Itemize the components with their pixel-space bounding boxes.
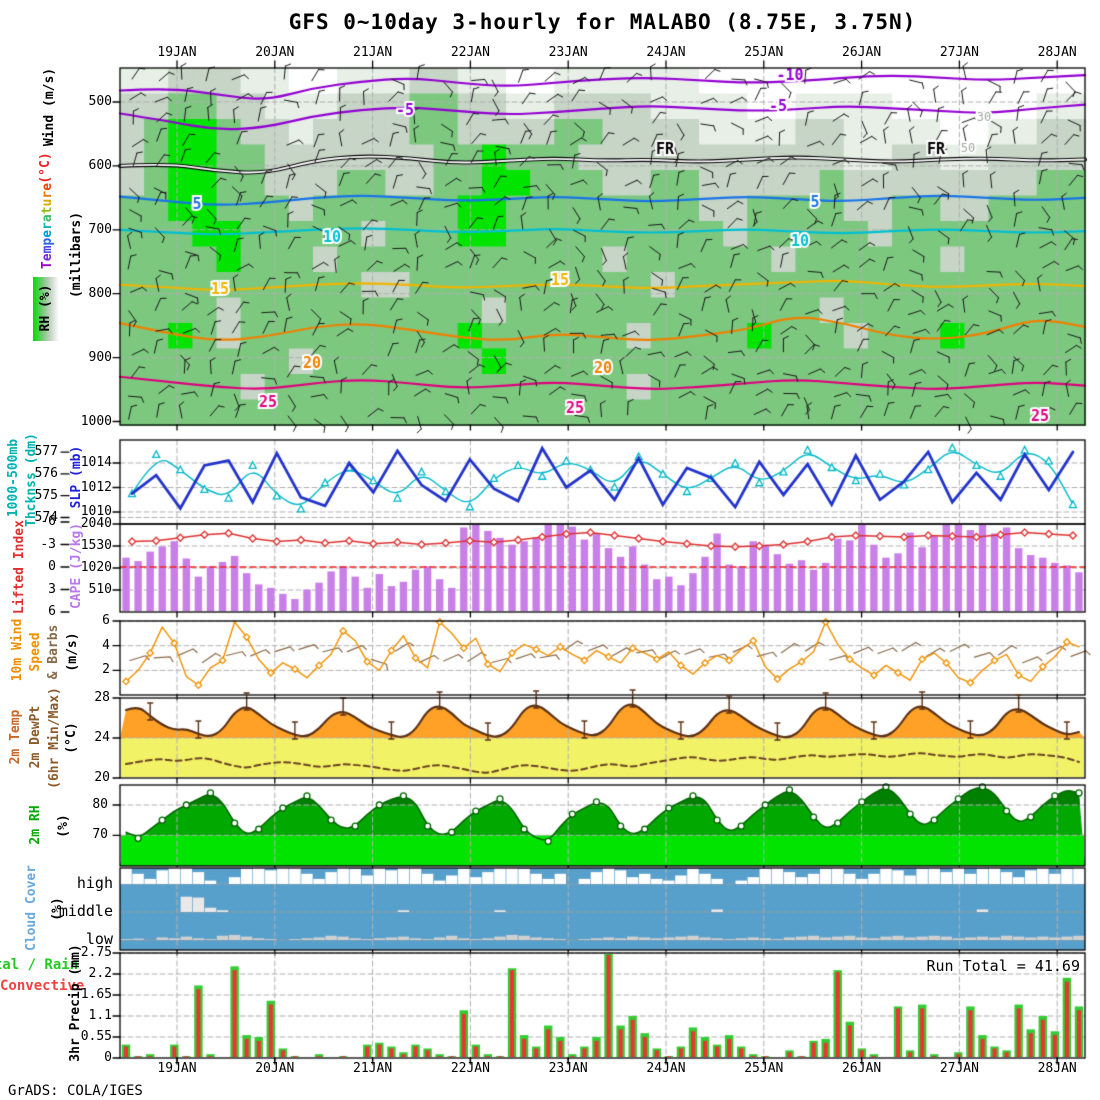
tick-li-3: 3 (48, 581, 56, 597)
cloud-row-label-middle: middle (58, 902, 113, 920)
legend-total-rain: Total / Rain (0, 957, 79, 973)
tick-li-0: 0 (48, 559, 56, 574)
tick-precip-2.2: 2.2 (88, 966, 112, 981)
tick-temp-28: 28 (94, 690, 110, 705)
tick-pressure-700: 700 (88, 221, 112, 237)
tick-rh-80: 80 (92, 797, 108, 812)
tick-slp-1010: 1010 (80, 504, 112, 519)
temperature-letter: a (40, 214, 55, 223)
day-label-bottom-19JAN: 19JAN (157, 1061, 197, 1076)
tick-precip-1.65: 1.65 (80, 987, 112, 1002)
grads-credit: GrADS: COLA/IGES (8, 1083, 143, 1099)
temperature-letter: r (40, 190, 55, 199)
tick-li--3: -3 (40, 536, 56, 552)
temperature-letter: e (40, 253, 55, 262)
tick-pressure-600: 600 (88, 157, 112, 173)
day-label-top-21JAN: 21JAN (353, 45, 393, 60)
temperature-letter: e (40, 182, 55, 191)
axis-label-millibars: (millibars) (69, 211, 84, 299)
tick-precip-0: 0 (104, 1050, 112, 1065)
tick-rh-70: 70 (92, 827, 108, 843)
day-label-bottom-20JAN: 20JAN (255, 1061, 295, 1076)
tick-thickness-574: 574 (34, 509, 58, 525)
tick-temp-20: 20 (94, 770, 110, 785)
day-label-bottom-27JAN: 27JAN (939, 1061, 979, 1076)
tick-precip-1.1: 1.1 (88, 1008, 112, 1023)
day-label-top-22JAN: 22JAN (450, 45, 490, 60)
day-label-bottom-28JAN: 28JAN (1037, 1061, 1077, 1076)
tick-thickness-575: 575 (34, 487, 58, 503)
tick-cape-1530: 1530 (80, 538, 112, 553)
tick-thickness-577: 577 (34, 444, 58, 460)
day-label-top-20JAN: 20JAN (255, 45, 295, 60)
day-label-bottom-24JAN: 24JAN (646, 1061, 686, 1076)
tick-wind-4: 4 (102, 637, 110, 653)
day-label-bottom-26JAN: 26JAN (842, 1061, 882, 1076)
axis-label-precip: 3hr Precip (mm) (68, 944, 83, 1062)
tick-pressure-500: 500 (88, 94, 112, 109)
temperature-letter: m (40, 245, 55, 254)
day-label-bottom-23JAN: 23JAN (548, 1061, 588, 1076)
tick-cape-510: 510 (88, 582, 112, 597)
rh-legend-swatch (33, 277, 59, 341)
temperature-letter: u (40, 198, 55, 207)
day-label-top-27JAN: 27JAN (939, 45, 979, 60)
day-label-bottom-25JAN: 25JAN (744, 1061, 784, 1076)
axis-label-2m-temp: 2m Temp (8, 709, 23, 765)
tick-precip-2.75: 2.75 (80, 945, 112, 960)
axis-label-cloud-cover: Cloud Cover (24, 864, 39, 952)
cloud-row-label-low: low (85, 930, 113, 948)
tick-precip-0.55: 0.55 (80, 1029, 112, 1044)
tick-cape-1020: 1020 (80, 560, 112, 575)
run-total: Run Total = 41.69 (926, 957, 1080, 975)
tick-thickness-576: 576 (34, 465, 58, 481)
page-title: GFS 0~10day 3-hourly for MALABO (8.75E, … (288, 10, 917, 34)
day-label-top-24JAN: 24JAN (646, 45, 686, 60)
day-label-bottom-22JAN: 22JAN (450, 1061, 490, 1076)
day-label-top-23JAN: 23JAN (548, 45, 588, 60)
axis-label-10m-wind: 10m Wind (10, 618, 25, 682)
tick-pressure-1000: 1000 (80, 413, 112, 429)
tick-li-6: 6 (48, 604, 56, 619)
tick-pressure-800: 800 (88, 285, 112, 301)
day-label-bottom-21JAN: 21JAN (353, 1061, 393, 1076)
temperature-letter: p (40, 237, 55, 246)
temperature-letter: t (40, 206, 55, 215)
cloud-row-label-high: high (76, 874, 113, 892)
tick-wind-6: 6 (102, 613, 110, 629)
tick-cape-2040: 2040 (80, 516, 112, 531)
tick-slp-1014: 1014 (80, 455, 112, 470)
tick-slp-1012: 1012 (80, 479, 112, 495)
day-label-top-25JAN: 25JAN (744, 45, 784, 60)
tick-temp-24: 24 (94, 730, 110, 745)
day-label-top-28JAN: 28JAN (1037, 45, 1077, 60)
legend-convective: Convective (0, 978, 85, 994)
temperature-letter: T (40, 261, 55, 270)
day-label-top-19JAN: 19JAN (157, 45, 197, 60)
day-label-top-26JAN: 26JAN (842, 45, 882, 60)
tick-li--6: -6 (40, 514, 56, 529)
tick-wind-2: 2 (102, 662, 110, 678)
tick-pressure-900: 900 (88, 349, 112, 365)
